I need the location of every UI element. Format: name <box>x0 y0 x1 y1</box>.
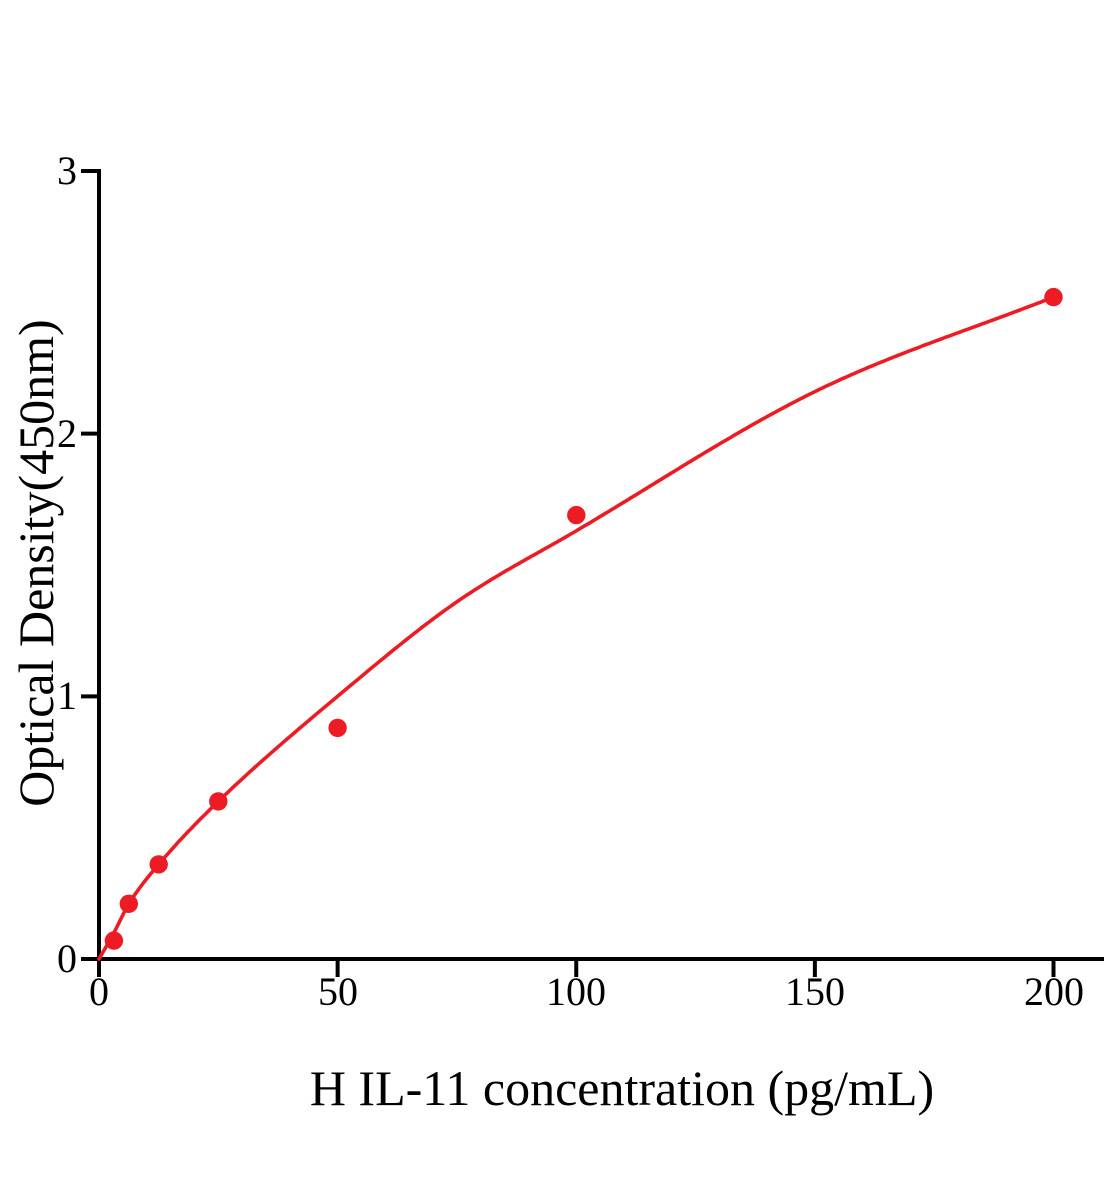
y-tick-label-3: 3 <box>57 148 77 193</box>
y-tick-label-0: 0 <box>57 936 77 981</box>
data-point <box>149 855 168 874</box>
data-point <box>1044 287 1063 307</box>
y-tick-label-2: 2 <box>57 411 77 456</box>
y-tick-label-1: 1 <box>57 673 77 718</box>
data-point <box>209 792 228 811</box>
data-point <box>119 894 138 913</box>
data-point <box>567 505 586 525</box>
data-point <box>328 718 347 738</box>
standard-curve-path <box>97 295 1056 961</box>
x-tick-label-200: 200 <box>1024 969 1084 1014</box>
x-tick-label-0: 0 <box>89 969 109 1014</box>
x-tick-label-150: 150 <box>785 969 845 1014</box>
x-tick-label-50: 50 <box>318 969 358 1014</box>
x-axis-title: H IL-11 concentration (pg/mL) <box>309 1060 935 1116</box>
x-tick-label-100: 100 <box>546 969 606 1014</box>
data-point <box>104 931 124 950</box>
y-axis-title: Optical Density(450nm) <box>8 319 64 807</box>
